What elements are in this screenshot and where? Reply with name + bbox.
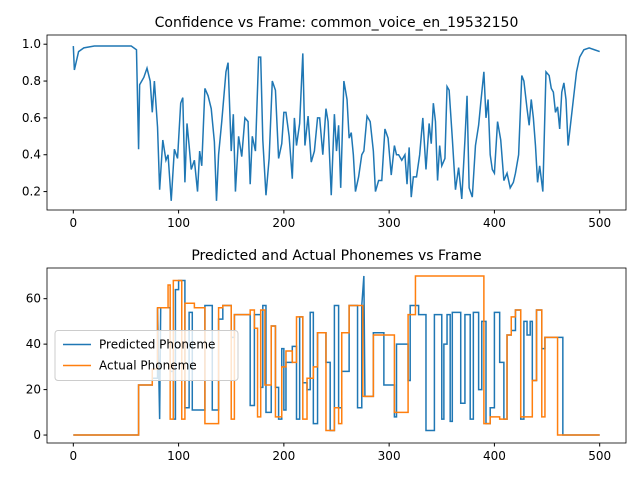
y-tick-label: 0.8 [22, 74, 41, 88]
x-tick-label: 500 [588, 449, 611, 463]
series-line [72, 45, 600, 201]
chart-title: Predicted and Actual Phonemes vs Frame [191, 248, 481, 264]
x-tick-label: 100 [167, 449, 190, 463]
axes-frame [46, 267, 627, 444]
axes-frame [46, 34, 627, 211]
y-tick-label: 0 [33, 428, 41, 442]
x-tick-label: 400 [483, 216, 506, 230]
y-tick-label: 0.6 [22, 111, 41, 125]
x-tick-label: 200 [272, 449, 295, 463]
y-tick-label: 1.0 [22, 37, 41, 51]
x-tick-label: 300 [378, 449, 401, 463]
series-line [73, 275, 600, 436]
x-tick-label: 0 [69, 449, 77, 463]
legend-box [54, 330, 239, 381]
y-tick-label: 20 [26, 383, 41, 397]
y-tick-label: 60 [26, 292, 41, 306]
x-tick-label: 400 [483, 449, 506, 463]
legend-label: Predicted Phoneme [99, 338, 215, 352]
x-tick-label: 100 [167, 216, 190, 230]
y-tick-label: 0.2 [22, 185, 41, 199]
y-tick-label: 0.4 [22, 148, 41, 162]
y-tick-label: 40 [26, 337, 41, 351]
x-tick-label: 0 [69, 216, 77, 230]
chart-title: Confidence vs Frame: common_voice_en_195… [155, 15, 519, 31]
x-tick-label: 500 [588, 216, 611, 230]
x-tick-label: 300 [378, 216, 401, 230]
x-tick-label: 200 [272, 216, 295, 230]
legend-label: Actual Phoneme [99, 359, 197, 373]
